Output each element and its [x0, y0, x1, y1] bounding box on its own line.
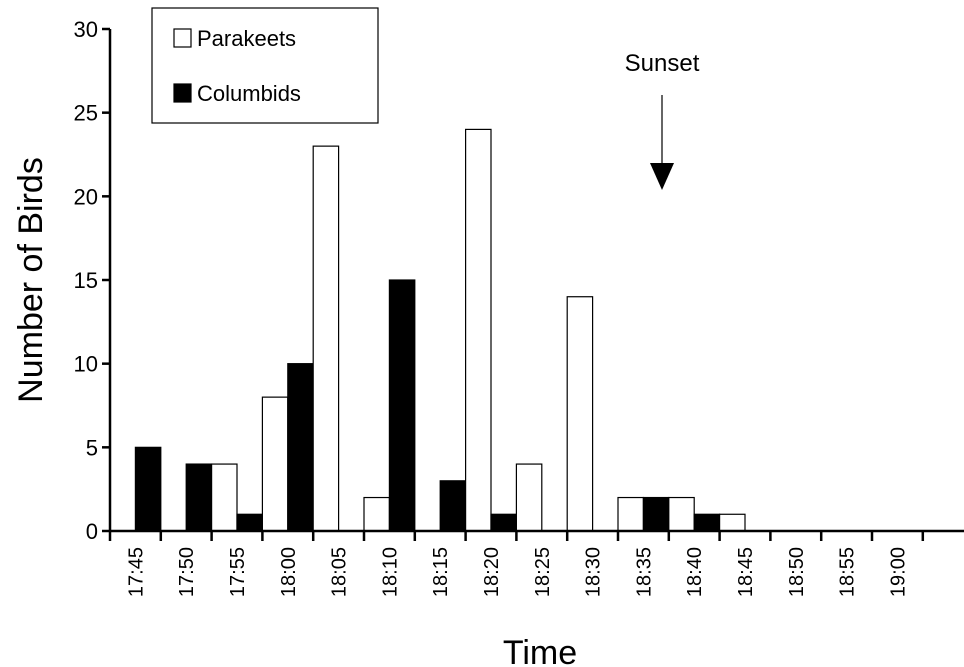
x-tick-label: 18:45 — [735, 547, 757, 597]
legend-box — [151, 7, 379, 124]
y-tick-label: 10 — [74, 352, 98, 377]
bar-parakeets-1825 — [515, 463, 543, 532]
y-axis-title: Number of Birds — [12, 157, 50, 403]
sunset-arrow-head — [650, 163, 674, 190]
bar-columbids-1755 — [236, 513, 263, 532]
x-tick-label: 18:10 — [379, 547, 401, 597]
bar-parakeets-1820 — [465, 128, 492, 532]
bar-parakeets-1755 — [211, 463, 238, 532]
y-tick-labels: 0 5 10 15 20 25 30 — [74, 17, 98, 544]
bar-parakeets-1840 — [668, 496, 695, 532]
y-tick-label: 15 — [74, 268, 98, 293]
bar-columbids-1800 — [287, 363, 314, 532]
bar-columbids-1750 — [185, 463, 213, 532]
legend-label-columbids: Columbids — [197, 81, 301, 106]
x-tick-label: 18:05 — [329, 547, 351, 597]
x-tick-label: 17:45 — [125, 547, 147, 597]
bar-parakeets-1830 — [566, 296, 594, 532]
legend-label-parakeets: Parakeets — [197, 26, 296, 51]
x-tick-label: 18:40 — [684, 547, 706, 597]
bar-columbids-1810 — [388, 279, 416, 532]
x-axis-title: Time — [503, 634, 577, 667]
bar-columbids-1745 — [134, 446, 162, 532]
bar-parakeets-1810 — [363, 496, 390, 532]
y-tick-label: 0 — [86, 519, 98, 544]
y-tick-label: 30 — [74, 17, 98, 42]
sunset-label: Sunset — [625, 50, 700, 77]
legend-swatch-columbids — [173, 83, 192, 103]
y-tick-label: 20 — [74, 184, 98, 209]
bar-parakeets-1845 — [718, 513, 746, 532]
sunset-annotation: Sunset — [625, 50, 700, 190]
y-tick-label: 5 — [86, 435, 98, 460]
x-tick-label: 18:00 — [278, 547, 300, 597]
legend: Parakeets Columbids — [151, 7, 379, 124]
x-tick-label: 18:15 — [430, 547, 452, 597]
legend-swatch-parakeets — [173, 28, 192, 48]
bar-parakeets-1800 — [261, 396, 289, 532]
bar-columbids-1820 — [490, 513, 517, 532]
y-tick-label: 25 — [74, 101, 98, 126]
x-tick-label: 18:35 — [633, 547, 655, 597]
bar-columbids-1835 — [642, 496, 670, 532]
x-tick-label: 17:50 — [176, 547, 198, 597]
x-tick-label: 19:00 — [887, 547, 909, 597]
x-tick-label: 17:55 — [227, 547, 249, 597]
x-tick-label: 18:25 — [532, 547, 554, 597]
bar-parakeets-1835 — [617, 496, 644, 532]
x-tick-label: 18:55 — [837, 547, 859, 597]
bar-columbids-1840 — [693, 513, 721, 532]
x-tick-label: 18:50 — [786, 547, 808, 597]
axes-layer — [102, 27, 964, 541]
x-tick-label: 18:20 — [481, 547, 503, 597]
x-tick-labels: 17:45 17:50 17:55 18:00 18:05 18:10 18:15 18:20… — [125, 547, 909, 597]
bar-parakeets-1805 — [312, 145, 340, 532]
bars-layer — [134, 128, 746, 532]
bar-columbids-1815 — [439, 480, 467, 532]
x-tick-label: 18:30 — [583, 547, 605, 597]
